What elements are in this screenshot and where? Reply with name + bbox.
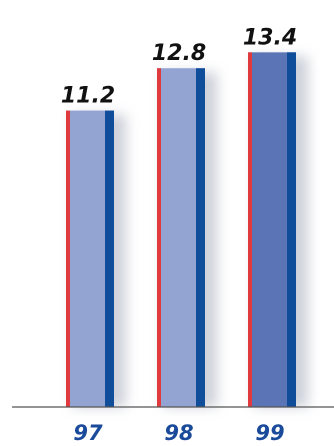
bar-right-edge [287, 52, 296, 407]
bar-left-edge [66, 110, 70, 407]
value-labels-group: 11.2 12.8 13.4 [61, 25, 297, 108]
value-label: 12.8 [152, 41, 206, 66]
bar-right-edge [105, 110, 114, 407]
x-tick-label: 98 [164, 421, 193, 445]
bar-left-edge [157, 68, 161, 407]
x-tick-labels-group: 97 98 99 [73, 421, 284, 445]
bar-right-edge [196, 68, 205, 407]
bar-left-edge [248, 52, 252, 407]
bar-99 [248, 52, 296, 407]
x-tick-label: 97 [73, 421, 103, 445]
bar-98 [157, 68, 205, 407]
value-label: 13.4 [243, 25, 297, 50]
value-label: 11.2 [61, 84, 115, 109]
bar-97 [66, 110, 114, 407]
x-tick-label: 99 [255, 421, 284, 445]
bars-group [66, 52, 296, 407]
